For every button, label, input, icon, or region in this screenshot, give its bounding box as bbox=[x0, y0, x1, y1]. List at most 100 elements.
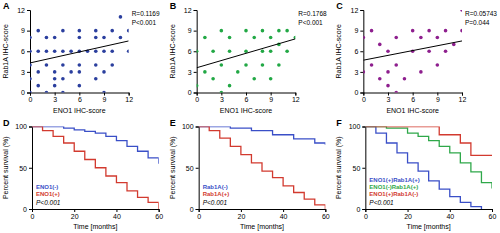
y-tick-label: 0 bbox=[190, 206, 194, 213]
y-tick: 9 bbox=[21, 27, 30, 34]
x-tick-label: 0 bbox=[195, 96, 199, 103]
point bbox=[220, 29, 224, 33]
panel: D0204060050100Time [months]Percent survi… bbox=[2, 118, 163, 232]
y-tick-label: 3 bbox=[21, 69, 25, 76]
point bbox=[363, 70, 365, 74]
point bbox=[94, 63, 98, 67]
point bbox=[386, 70, 390, 74]
y-axis: 036912 bbox=[17, 7, 30, 97]
y-axis-title: Rab1A IHC-score bbox=[2, 24, 9, 79]
x-tick-label: 12 bbox=[292, 96, 300, 103]
y-tick-mark bbox=[196, 209, 199, 210]
point bbox=[261, 49, 265, 53]
point bbox=[378, 77, 382, 81]
point bbox=[127, 29, 129, 33]
y-tick-mark bbox=[29, 127, 32, 128]
y-tick-mark bbox=[360, 51, 363, 52]
x-axis-title: ENO1 IHC-score bbox=[220, 107, 273, 114]
x-tick-label: 12 bbox=[125, 96, 133, 103]
y-tick-label: 50 bbox=[19, 164, 27, 171]
point bbox=[102, 70, 106, 74]
x-tick-mark bbox=[388, 93, 389, 96]
y-tick: 0 bbox=[190, 206, 199, 213]
y-tick-mark bbox=[196, 127, 199, 128]
panel: C036912036912ENO1 IHC-scoreRab1A IHC-sco… bbox=[335, 1, 497, 114]
x-tick-mark bbox=[221, 93, 222, 96]
panel-label: B bbox=[170, 1, 177, 11]
point bbox=[36, 70, 40, 74]
point bbox=[460, 29, 462, 33]
annotation: P<0.001 bbox=[132, 19, 157, 26]
legend-label: ENO1(-) bbox=[36, 184, 58, 190]
y-tick-mark bbox=[27, 72, 30, 73]
point bbox=[228, 84, 232, 88]
y-tick-label: 0 bbox=[21, 89, 25, 96]
x-tick-label: 3 bbox=[387, 96, 391, 103]
point bbox=[220, 63, 224, 67]
point bbox=[394, 63, 398, 67]
legend-label: Rab1A(-) bbox=[203, 184, 228, 190]
y-tick: 50 bbox=[19, 164, 32, 171]
marks bbox=[365, 127, 492, 210]
y-tick-label: 100 bbox=[349, 123, 361, 130]
y-tick-mark bbox=[27, 31, 30, 32]
y-tick: 100 bbox=[15, 123, 32, 130]
point bbox=[285, 29, 289, 33]
y-tick-mark bbox=[360, 72, 363, 73]
x-axis: 036912 bbox=[195, 93, 300, 104]
point bbox=[252, 36, 256, 40]
y-tick-mark bbox=[362, 168, 365, 169]
x-tick-mark bbox=[74, 209, 75, 212]
x-axis-title: Time [months] bbox=[73, 223, 117, 231]
x-tick-mark bbox=[437, 93, 438, 96]
point bbox=[197, 84, 199, 88]
point bbox=[110, 63, 114, 67]
y-tick-label: 9 bbox=[188, 27, 192, 34]
x-axis-title: ENO1 IHC-score bbox=[53, 107, 106, 114]
marks bbox=[197, 29, 296, 93]
x-tick-mark bbox=[241, 209, 242, 212]
panel: B036912036912ENO1 IHC-scoreRab1A IHC-sco… bbox=[169, 1, 327, 114]
y-axis-title: Percent survival (%) bbox=[2, 136, 10, 199]
x-axis-title: Time [months] bbox=[240, 223, 284, 231]
marks bbox=[30, 15, 129, 92]
y-tick-mark bbox=[194, 51, 197, 52]
y-tick-label: 3 bbox=[188, 69, 192, 76]
y-tick: 12 bbox=[351, 7, 364, 14]
x-tick: 0 bbox=[195, 93, 199, 104]
x-tick-label: 0 bbox=[197, 213, 201, 220]
point bbox=[61, 29, 65, 33]
y-tick-label: 50 bbox=[186, 164, 194, 171]
point bbox=[436, 63, 440, 67]
y-axis: 050100 bbox=[15, 123, 32, 212]
y-tick-mark bbox=[29, 209, 32, 210]
legend-label: ENO1(-)Rab1A(+) bbox=[369, 184, 418, 190]
point bbox=[211, 77, 215, 81]
x-tick-mark bbox=[159, 209, 160, 212]
point bbox=[444, 49, 448, 53]
y-axis: 050100 bbox=[182, 123, 199, 212]
x-tick: 9 bbox=[436, 93, 440, 104]
trend-line bbox=[197, 39, 296, 68]
point bbox=[36, 84, 40, 88]
point bbox=[269, 49, 273, 53]
annotation: P<0.001 bbox=[203, 199, 228, 206]
x-tick-mark bbox=[408, 209, 409, 212]
point bbox=[419, 36, 423, 40]
x-axis-line bbox=[199, 210, 326, 213]
x-tick: 40 bbox=[446, 209, 454, 220]
panel-label: D bbox=[3, 118, 10, 128]
y-tick-label: 0 bbox=[188, 89, 192, 96]
x-tick-mark bbox=[413, 93, 414, 96]
point bbox=[45, 63, 49, 67]
y-tick: 12 bbox=[184, 7, 197, 14]
x-tick-label: 6 bbox=[78, 96, 82, 103]
point bbox=[94, 29, 98, 33]
survival-curve bbox=[32, 127, 159, 210]
point bbox=[30, 63, 32, 67]
point bbox=[30, 77, 32, 81]
point bbox=[386, 49, 390, 53]
x-tick-mark bbox=[271, 93, 272, 96]
marks bbox=[199, 127, 326, 210]
y-axis: 036912 bbox=[351, 7, 364, 97]
